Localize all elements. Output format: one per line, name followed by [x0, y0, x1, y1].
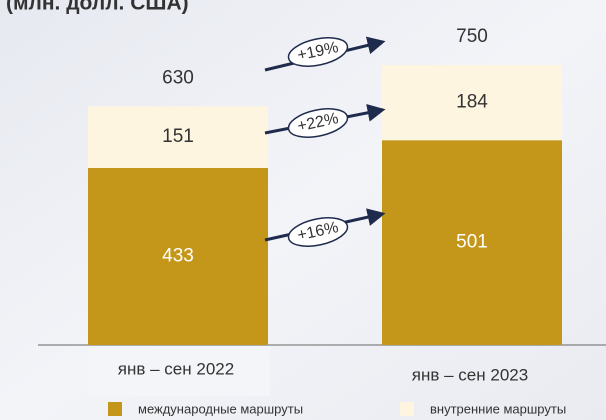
category-band	[88, 346, 270, 396]
legend-swatch	[108, 402, 122, 416]
value-label: 433	[162, 246, 194, 267]
total-label: 630	[162, 67, 194, 88]
total-label: 750	[456, 26, 488, 47]
value-label: 184	[456, 92, 488, 113]
growth-badge	[287, 217, 349, 247]
legend-label: внутренние маршруты	[430, 401, 566, 416]
bar-segment	[382, 65, 562, 141]
legend-swatch	[400, 402, 414, 416]
bar-segment	[382, 140, 562, 345]
bar-segment	[88, 106, 268, 169]
bar-segment	[88, 168, 268, 345]
growth-badge	[287, 108, 349, 138]
x-tick-label: янв – сен 2023	[412, 365, 528, 384]
x-tick-label: янв – сен 2022	[118, 359, 234, 378]
chart-title: (млн. долл. США)	[6, 0, 189, 15]
legend-label: международные маршруты	[138, 401, 303, 416]
value-label: 151	[162, 126, 194, 147]
growth-badge	[287, 37, 349, 67]
value-label: 501	[456, 232, 488, 253]
